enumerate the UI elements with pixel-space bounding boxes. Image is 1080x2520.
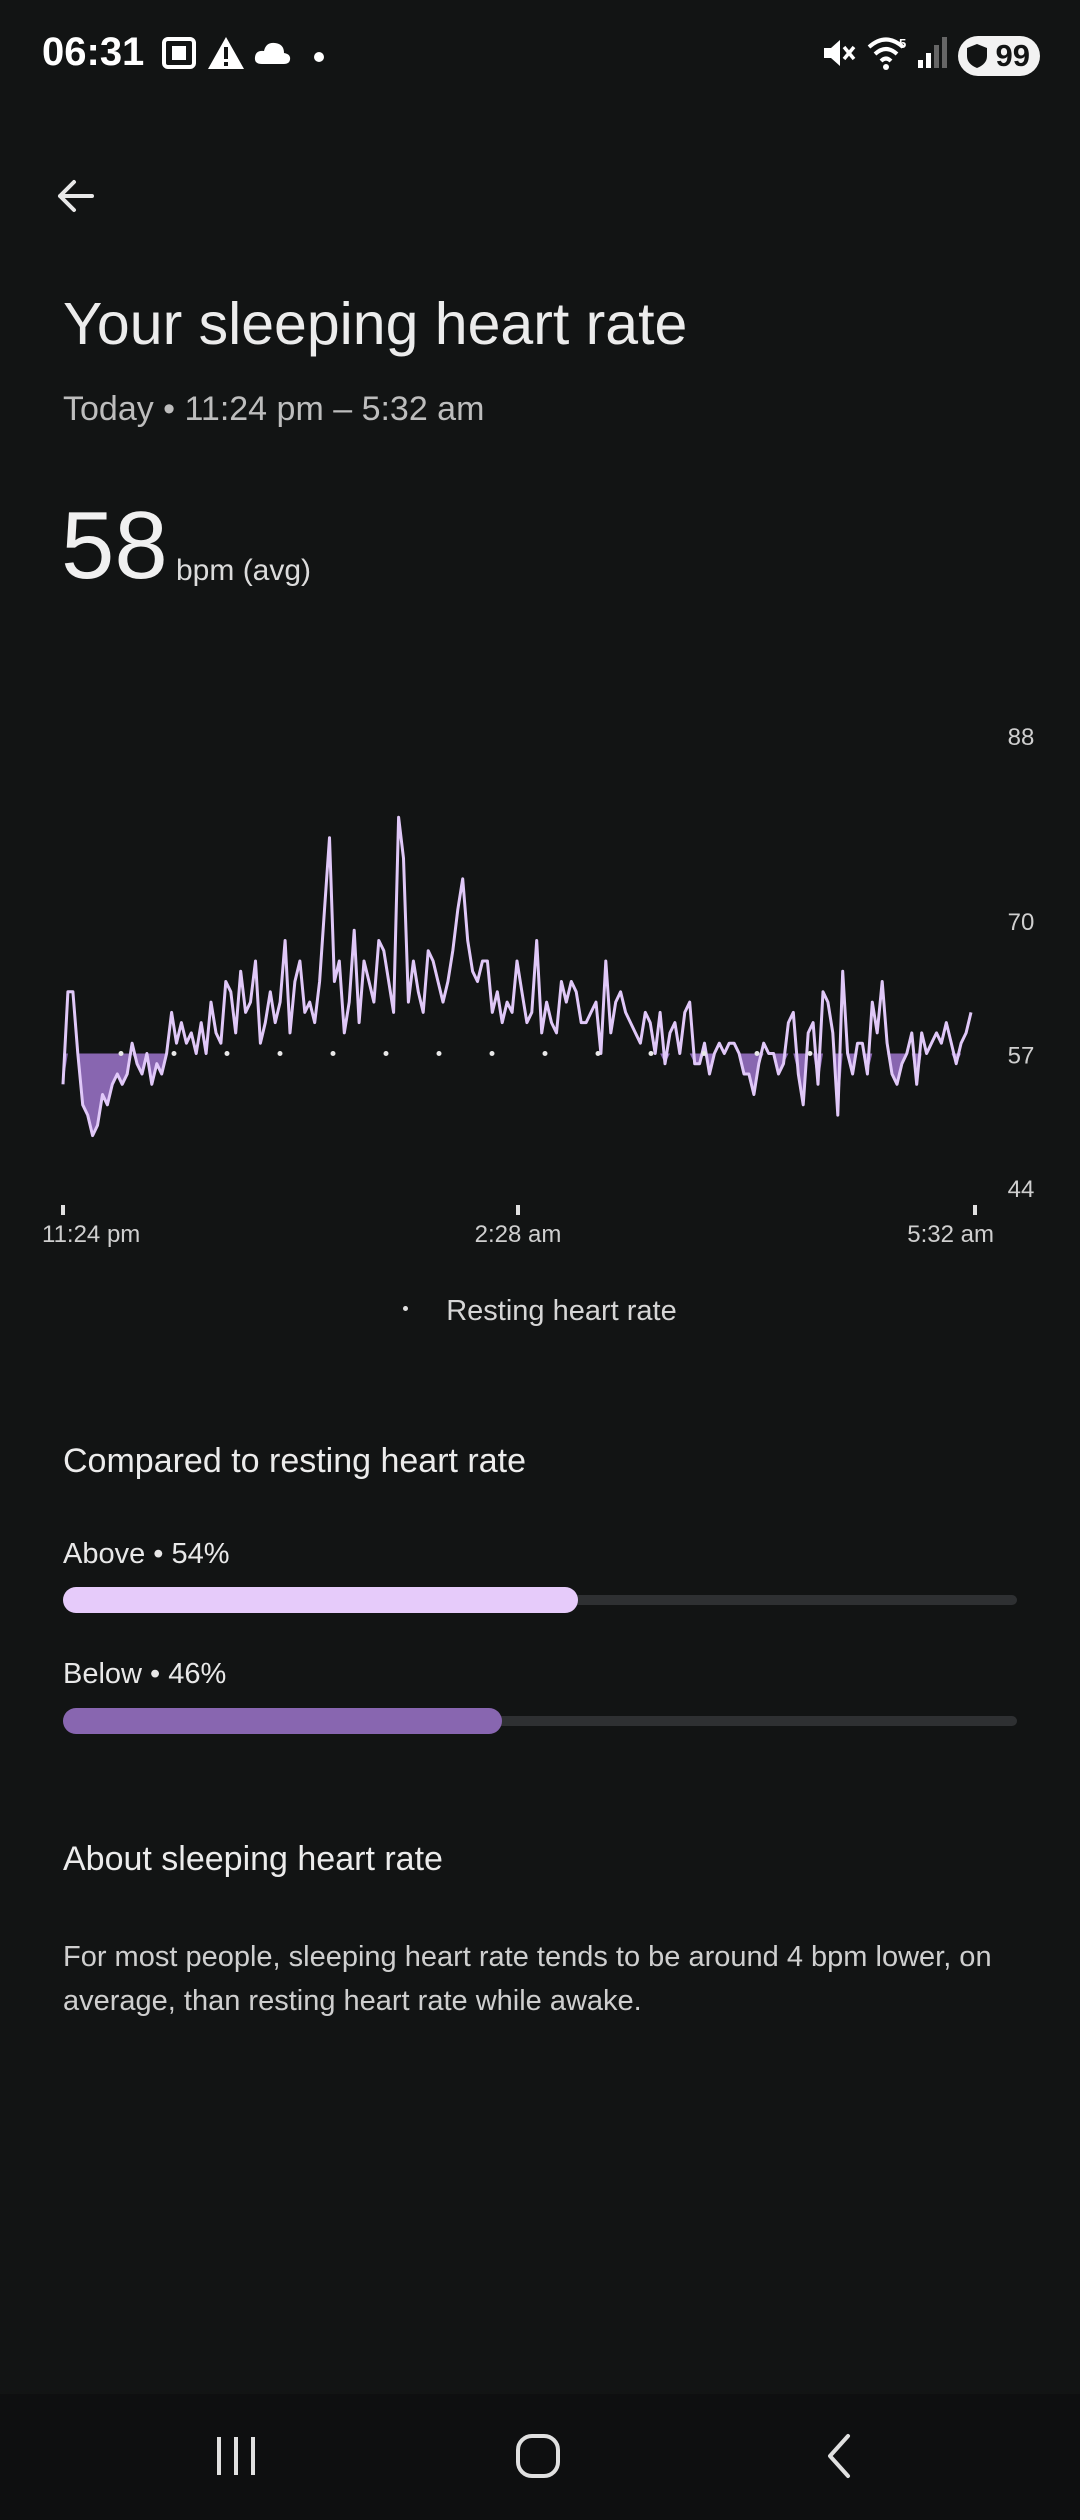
page-title: Your sleeping heart rate	[63, 291, 688, 357]
avg-heart-rate-unit: bpm (avg)	[176, 554, 312, 587]
about-title: About sleeping heart rate	[63, 1840, 443, 1878]
status-bar: 06:31 5 99	[0, 0, 1080, 120]
avg-heart-rate-value: 58	[61, 492, 168, 599]
resting-rate-dot	[224, 1051, 230, 1056]
below-bar	[63, 1708, 502, 1734]
signal-icon	[918, 37, 947, 68]
resting-rate-dot	[118, 1051, 124, 1056]
home-button[interactable]	[478, 2416, 598, 2496]
home-icon	[516, 2434, 560, 2478]
navigation-bar	[0, 2394, 1080, 2520]
resting-rate-dot	[277, 1051, 283, 1056]
heart-rate-line	[61, 815, 973, 1138]
resting-rate-dot	[436, 1051, 442, 1056]
back-arrow-icon	[58, 180, 94, 212]
x-axis-ticks: 11:24 pm 2:28 am 5:32 am	[42, 1205, 994, 1248]
back-button[interactable]	[40, 160, 112, 232]
about-text: For most people, sleeping heart rate ten…	[63, 1941, 992, 2017]
resting-rate-dot	[754, 1051, 760, 1056]
below-track	[63, 1716, 1017, 1726]
comparison-title: Compared to resting heart rate	[63, 1442, 527, 1480]
y-tick-label: 44	[1008, 1176, 1035, 1203]
shield-icon	[967, 44, 987, 68]
y-tick-label: 88	[1008, 724, 1035, 751]
resting-rate-dot	[807, 1051, 813, 1056]
status-time: 06:31	[42, 30, 145, 74]
above-label: Above • 54%	[63, 1538, 230, 1570]
warning-icon	[208, 37, 244, 69]
nav-back-button[interactable]	[780, 2416, 900, 2496]
screenshot-icon	[162, 37, 196, 69]
resting-rate-dot	[383, 1051, 389, 1056]
heart-rate-chart[interactable]: 88 70 57 44 11:24 pm 2:28 am 5:32 am	[0, 700, 1080, 1260]
x-tick-mark	[973, 1205, 977, 1215]
resting-rate-dot	[595, 1051, 601, 1056]
cloud-icon	[254, 42, 291, 64]
above-bar	[63, 1587, 579, 1613]
legend-label: Resting heart rate	[446, 1295, 677, 1327]
back-icon	[828, 2434, 850, 2478]
resting-rate-dot	[701, 1051, 707, 1056]
wifi-icon: 5	[867, 36, 906, 70]
resting-rate-markers	[118, 1051, 813, 1056]
date-range: Today • 11:24 pm – 5:32 am	[63, 390, 485, 428]
x-tick-label: 5:32 am	[907, 1221, 994, 1248]
x-tick-mark	[61, 1205, 65, 1215]
mute-icon	[824, 40, 856, 66]
x-tick-mark	[516, 1205, 520, 1215]
below-label: Below • 46%	[63, 1658, 227, 1690]
x-tick-label: 2:28 am	[475, 1221, 562, 1248]
y-tick-label: 70	[1008, 909, 1035, 936]
battery-indicator: 99	[958, 36, 1040, 76]
recent-apps-button[interactable]	[176, 2416, 296, 2496]
x-tick-label: 11:24 pm	[42, 1221, 140, 1248]
svg-text:5: 5	[899, 36, 906, 51]
y-tick-label: 57	[1008, 1043, 1035, 1070]
y-axis-ticks: 88 70 57 44	[1008, 724, 1035, 1203]
resting-rate-dot	[648, 1051, 654, 1056]
resting-rate-dot	[330, 1051, 336, 1056]
chart-legend: Resting heart rate	[0, 1295, 1080, 1328]
resting-rate-dot	[489, 1051, 495, 1056]
dot-icon	[314, 52, 324, 62]
resting-rate-dot	[171, 1051, 177, 1056]
resting-rate-dot	[542, 1051, 548, 1056]
battery-level: 99	[995, 38, 1030, 73]
recent-apps-icon	[217, 2437, 255, 2475]
resting-dot-icon	[403, 1305, 409, 1311]
